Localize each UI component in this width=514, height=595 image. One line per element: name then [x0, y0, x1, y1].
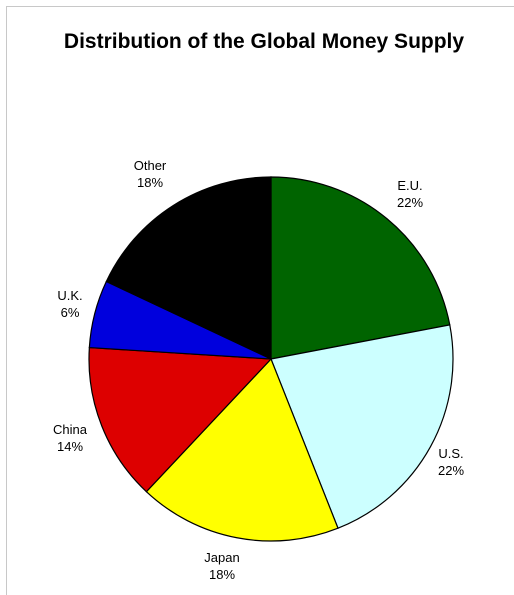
slice-label-other: Other — [134, 158, 167, 173]
slice-value-u-s: 22% — [438, 463, 464, 478]
pie-slice-e-u — [270, 176, 451, 360]
slice-value-japan: 18% — [209, 567, 235, 582]
slice-value-china: 14% — [57, 439, 83, 454]
pie-slice-u-s — [270, 324, 454, 529]
slice-label-china: China — [53, 422, 88, 437]
slice-label-u-s: U.S. — [438, 446, 463, 461]
slice-value-other: 18% — [137, 175, 163, 190]
pie-slice-japan — [145, 357, 339, 542]
pie-slice-other — [105, 176, 272, 360]
chart-title: Distribution of the Global Money Supply — [63, 30, 465, 53]
slice-value-u-k: 6% — [61, 305, 80, 320]
slice-label-e-u: E.U. — [397, 178, 422, 193]
pie-slice-china — [88, 346, 273, 493]
slice-value-e-u: 22% — [397, 195, 423, 210]
slice-label-u-k: U.K. — [57, 288, 82, 303]
slice-label-japan: Japan — [204, 550, 239, 565]
